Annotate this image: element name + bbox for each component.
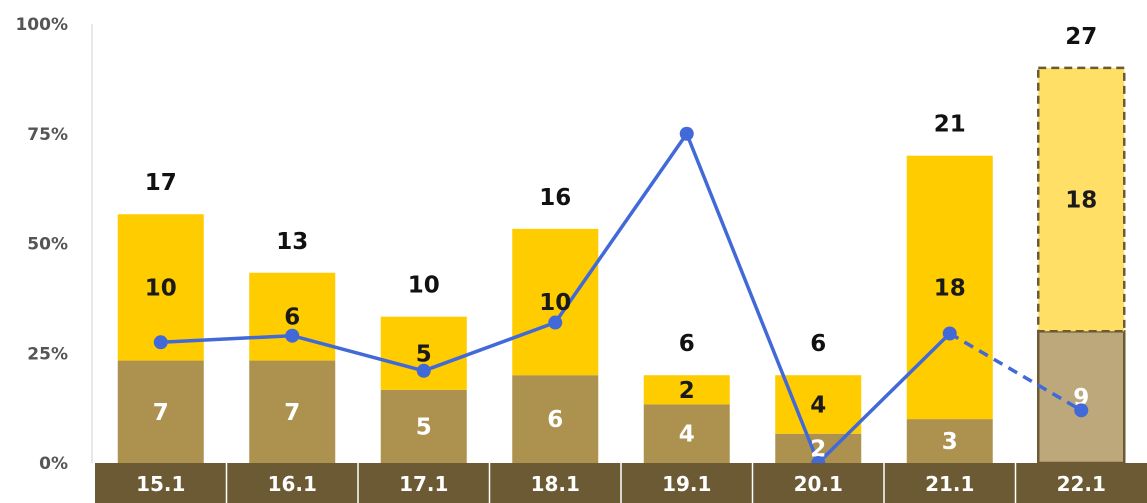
bar-bottom-label: 4 <box>679 422 695 448</box>
bar-bottom <box>512 375 599 463</box>
bar-total-label: 6 <box>679 331 695 357</box>
bar-bottom-label: 3 <box>942 429 958 455</box>
x-tick-label: 18.1 <box>531 472 580 496</box>
bar-top-label: 10 <box>539 290 571 316</box>
bar-bottom <box>249 360 336 463</box>
line-series-dashed <box>948 331 1083 412</box>
bar-top <box>249 272 336 361</box>
line-marker <box>153 335 168 350</box>
bar-bottom-label: 7 <box>284 400 300 426</box>
x-tick-label: 20.1 <box>794 472 843 496</box>
x-tick-label: 16.1 <box>268 472 317 496</box>
bar-top-label: 6 <box>284 305 300 331</box>
bar-top <box>775 375 862 434</box>
line-marker <box>679 126 694 141</box>
bar-bottom-label: 5 <box>416 414 432 440</box>
line-marker <box>285 328 300 343</box>
bar-top <box>512 228 599 376</box>
x-tick-label: 15.1 <box>136 472 185 496</box>
bar-bottom-label: 6 <box>547 407 563 433</box>
bar-bottom-label: 7 <box>153 400 169 426</box>
bar-top <box>643 375 730 405</box>
bar-top-label: 2 <box>679 378 695 404</box>
bar-top-label: 10 <box>145 275 177 301</box>
bar-top-label: 4 <box>810 392 826 418</box>
bar-bottom <box>643 404 730 463</box>
x-tick-label: 17.1 <box>399 472 448 496</box>
y-tick-label: 50% <box>27 235 68 255</box>
bar-bottom <box>906 419 993 463</box>
line-marker <box>548 315 563 330</box>
bar-total-label: 27 <box>1065 24 1097 50</box>
y-tick-label: 0% <box>39 454 68 474</box>
y-tick-label: 100% <box>15 15 68 35</box>
bar-top-label: 5 <box>416 341 432 367</box>
x-tick-label: 21.1 <box>925 472 974 496</box>
line-marker <box>416 363 431 378</box>
bar-bottom <box>380 389 467 463</box>
bar-total-label: 13 <box>276 229 308 255</box>
bar-top <box>906 155 993 420</box>
bar-total-label: 10 <box>408 273 440 299</box>
y-tick-label: 25% <box>27 344 68 364</box>
x-tick-label: 19.1 <box>662 472 711 496</box>
line-marker <box>1074 403 1089 418</box>
bar-total-label: 17 <box>145 170 177 196</box>
line-marker <box>942 326 957 341</box>
bar-total-label: 16 <box>539 185 571 211</box>
bar-top <box>1037 66 1126 333</box>
bar-bottom <box>117 360 204 463</box>
bar-bottom-label: 2 <box>810 436 826 462</box>
bar-total-label: 6 <box>810 331 826 357</box>
bar-top-label: 18 <box>1065 188 1097 214</box>
bar-top-label: 18 <box>934 275 966 301</box>
bar-total-label: 21 <box>934 112 966 138</box>
y-tick-label: 75% <box>27 125 68 145</box>
x-tick-label: 22.1 <box>1057 472 1106 496</box>
